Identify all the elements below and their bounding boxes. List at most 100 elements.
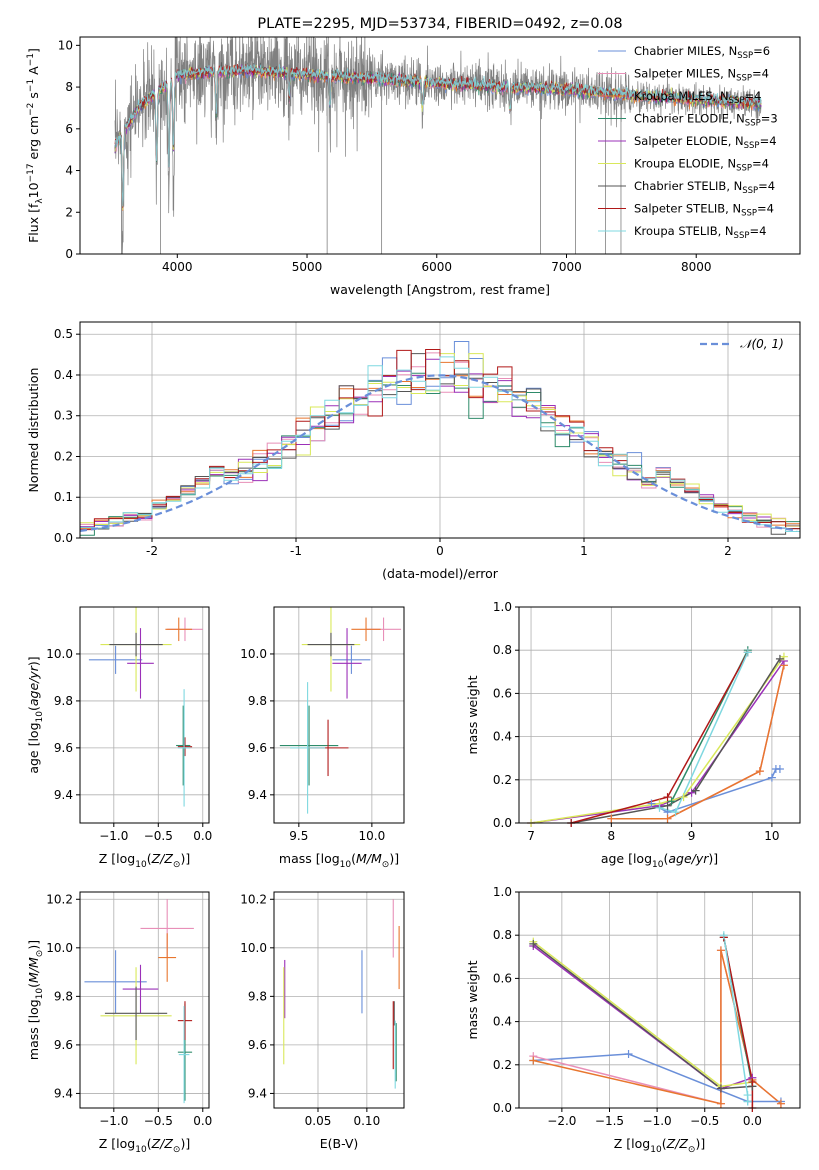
x-tick-label: 5000	[292, 260, 323, 274]
x-axis-label: mass [log10(M/M⊙)]	[279, 851, 399, 870]
x-tick-label: 0.10	[353, 1114, 380, 1128]
legend-entry: Salpeter MILES, NSSP=4	[634, 67, 769, 84]
legend: Chabrier MILES, NSSP=6 Salpeter MILES, NS…	[598, 44, 778, 241]
label-part: 10	[650, 1145, 662, 1155]
y-tick-label: 10.0	[240, 647, 267, 661]
label-part: ]	[26, 48, 41, 53]
legend-tail: =4	[749, 224, 766, 238]
legend-label: Kroupa ELODIE, N	[634, 157, 736, 171]
panel-age-vs-Z: −1.0 −0.5 0.09.49.69.810.0Z [log10(Z/Z⊙)]a…	[26, 606, 212, 870]
x-tick-label: 8000	[681, 260, 712, 274]
label-part: Z/Z	[151, 1136, 174, 1151]
label-part: −1	[26, 53, 36, 66]
weight-series-3	[611, 665, 785, 820]
legend-label: Kroupa STELIB, N	[634, 224, 734, 238]
label-part: (	[26, 706, 41, 711]
weight-marker	[679, 793, 688, 802]
legend-entry: Kroupa MILES, NSSP=4	[634, 89, 761, 106]
y-axis-label: mass weight	[465, 960, 480, 1039]
y-tick-label: 0.0	[493, 816, 512, 830]
x-tick-label: 7000	[551, 260, 582, 274]
y-axis-label: mass [log10(M/M⊙)]	[26, 940, 45, 1060]
weight-marker	[647, 799, 656, 808]
legend-label: Chabrier MILES, N	[634, 44, 737, 58]
panel-age-vs-mass: 9.5 10.0 9.4 9.6 9.8 10.0 mass [log10(M/M⊙)]	[240, 606, 405, 870]
weight-marker	[775, 765, 784, 773]
x-tick-label: 0.0	[743, 1114, 762, 1128]
legend-label: Chabrier STELIB, N	[634, 179, 742, 193]
label-part: age [log	[601, 851, 652, 866]
x-tick-label: 0.0	[193, 1114, 212, 1128]
x-tick-label: 6000	[421, 260, 452, 274]
weight-marker	[767, 773, 776, 782]
weight-marker	[743, 1097, 752, 1106]
label-part: ⊙	[382, 860, 390, 870]
y-tick-label: 8	[65, 80, 73, 94]
label-part: 10	[652, 860, 664, 870]
x-tick-label: 7	[527, 829, 535, 843]
x-tick-label: 0	[436, 544, 444, 558]
weight-series-8	[571, 652, 749, 823]
x-tick-label: 10.0	[359, 829, 386, 843]
label-part: Z/Z	[666, 1136, 689, 1151]
y-tick-label: 9.8	[54, 989, 73, 1003]
legend-label: Salpeter STELIB, N	[634, 202, 741, 216]
label-part: ⊙	[173, 860, 181, 870]
y-tick-label: 0.6	[493, 686, 512, 700]
y-tick-label: 0.8	[493, 928, 512, 942]
y-tick-label: 9.4	[248, 788, 267, 802]
label-part: (	[663, 851, 668, 866]
y-tick-label: 0.3	[54, 409, 73, 423]
legend-sub: SSP	[729, 96, 745, 106]
legend-sub: SSP	[744, 141, 760, 151]
plot-frame	[273, 606, 405, 824]
plot-area-age-vs-mass	[279, 607, 402, 814]
legend-tail: =4	[760, 134, 777, 148]
y-tick-label: 9.6	[248, 741, 267, 755]
label-part: Flux [f	[26, 203, 41, 243]
weight-marker	[655, 803, 664, 812]
weight-marker	[716, 1084, 725, 1093]
x-tick-label: −1.0	[99, 829, 128, 843]
label-part: )]	[26, 940, 41, 950]
label-part: λ	[35, 198, 45, 204]
label-part: ⊙	[173, 1145, 181, 1155]
y-tick-label: 10.2	[46, 892, 73, 906]
x-axis-label: age [log10(age/yr)]	[601, 851, 718, 870]
legend-entry: Chabrier MILES, NSSP=6	[634, 44, 770, 61]
y-tick-label: 10	[58, 38, 73, 52]
legend-label: Kroupa MILES, N	[634, 89, 729, 103]
label-part: −17	[26, 163, 36, 182]
label-part: M/M	[26, 957, 41, 983]
y-tick-label: 0.4	[493, 1015, 512, 1029]
weight-marker	[716, 946, 725, 955]
x-tick-label: −0.5	[144, 829, 173, 843]
label-part: )]	[695, 1136, 705, 1151]
label-part: 10	[135, 860, 147, 870]
label-part: 10	[135, 1145, 147, 1155]
legend-tail: =4	[758, 179, 775, 193]
histogram-9	[80, 356, 800, 532]
y-axis-label: Flux [fλ10−17 erg cm−2 s−1 A−1]	[26, 48, 45, 243]
x-tick-label: 0.05	[305, 1114, 332, 1128]
legend-label: Chabrier ELODIE, N	[634, 112, 745, 126]
y-tick-label: 6	[65, 122, 73, 136]
plot-area-mass-vs-Z	[84, 899, 194, 1104]
label-part: (	[26, 983, 41, 988]
weight-marker	[663, 814, 672, 823]
weight-marker	[667, 797, 676, 806]
legend-sub: SSP	[736, 74, 752, 84]
y-tick-label: 2	[65, 205, 73, 219]
label-part: erg cm	[26, 116, 41, 164]
y-tick-label: 1.0	[493, 600, 512, 614]
y-tick-label: 0	[65, 247, 73, 261]
weight-marker	[671, 808, 680, 817]
label-part: )]	[708, 851, 718, 866]
y-axis-label: Normed distribution	[26, 368, 41, 493]
x-tick-label: 2	[724, 544, 732, 558]
plot-frame	[518, 606, 801, 824]
y-tick-label: 1.0	[493, 885, 512, 899]
label-part: −1	[26, 79, 36, 92]
label-part: Z [log	[99, 851, 135, 866]
